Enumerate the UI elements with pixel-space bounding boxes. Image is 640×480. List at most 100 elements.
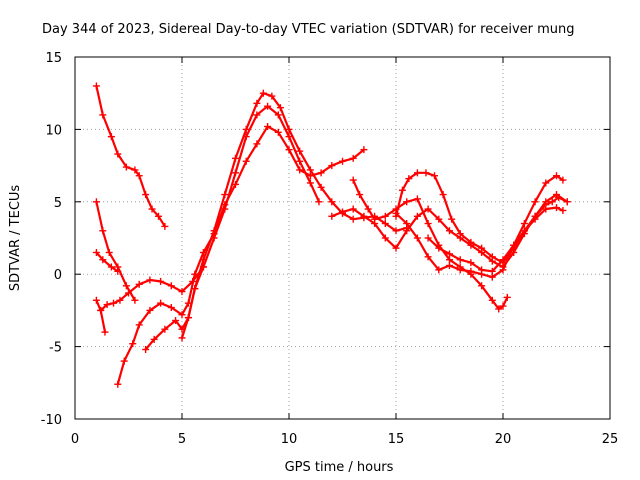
data-point: [296, 166, 304, 174]
data-point: [398, 186, 406, 194]
chart-title: Day 344 of 2023, Sidereal Day-to-day VTE…: [42, 22, 575, 37]
data-point: [503, 293, 511, 301]
data-point: [548, 198, 556, 206]
data-point: [349, 205, 357, 213]
data-point: [264, 123, 272, 131]
data-point: [456, 256, 464, 264]
data-point: [157, 277, 165, 285]
data-point: [356, 191, 364, 199]
data-point: [446, 262, 453, 270]
data-point: [221, 191, 229, 199]
series-s6: [114, 123, 368, 388]
data-point: [392, 209, 400, 217]
data-point: [360, 146, 368, 154]
data-point: [178, 311, 186, 319]
data-point: [328, 212, 336, 220]
data-point: [191, 285, 199, 293]
data-point: [317, 183, 325, 191]
series-s2: [92, 198, 139, 304]
x-axis-label: GPS time / hours: [285, 460, 394, 475]
series-s12: [392, 172, 567, 281]
data-point: [154, 212, 162, 220]
data-point: [116, 296, 124, 304]
x-tick-label: 25: [602, 432, 619, 447]
data-point: [242, 125, 250, 133]
series-s11: [392, 169, 571, 267]
grid-lines: [75, 57, 610, 419]
data-point: [148, 205, 156, 213]
data-point: [403, 198, 411, 206]
data-point: [531, 198, 539, 206]
y-tick-label: 15: [45, 51, 62, 66]
data-point: [232, 154, 239, 162]
data-point: [448, 215, 456, 223]
data-point: [129, 340, 137, 348]
data-point: [146, 276, 154, 284]
data-point: [542, 179, 550, 187]
data-point: [488, 296, 496, 304]
data-point: [161, 325, 169, 333]
series-line: [95, 200, 136, 302]
data-point: [364, 205, 372, 213]
series-s1: [92, 82, 169, 230]
y-tick-label: -10: [41, 413, 62, 428]
data-point: [122, 282, 130, 290]
data-point: [135, 280, 143, 288]
data-point: [167, 304, 175, 312]
data-point: [446, 227, 453, 235]
data-point: [107, 263, 115, 271]
data-point: [157, 299, 165, 307]
series-line: [95, 84, 166, 228]
data-point: [306, 166, 314, 174]
data-point: [125, 289, 132, 297]
x-tick-label: 5: [178, 432, 186, 447]
data-point: [120, 357, 128, 365]
data-point: [520, 220, 528, 228]
y-tick-label: -5: [49, 341, 62, 356]
data-point: [446, 250, 453, 258]
series-s13: [424, 204, 567, 275]
data-point: [478, 244, 486, 252]
data-point: [467, 238, 475, 246]
data-point: [488, 253, 496, 261]
data-point: [531, 215, 539, 223]
data-point: [253, 99, 261, 107]
data-point: [349, 154, 357, 162]
data-point: [317, 169, 325, 177]
data-point: [99, 256, 107, 264]
data-point: [99, 227, 107, 235]
data-point: [92, 198, 100, 206]
data-point: [296, 147, 304, 155]
data-point: [296, 157, 304, 165]
data-point: [413, 212, 421, 220]
data-point: [392, 244, 400, 252]
x-tick-label: 20: [495, 432, 512, 447]
series-line: [427, 206, 565, 273]
data-point: [131, 166, 139, 174]
data-point: [242, 157, 250, 165]
data-point: [510, 241, 518, 249]
data-point: [274, 111, 282, 119]
series-s10: [349, 176, 511, 313]
data-point: [403, 227, 411, 235]
data-point: [276, 104, 284, 112]
data-point: [467, 267, 475, 275]
axis-ticks: [74, 56, 611, 420]
x-tick-label: 0: [71, 432, 79, 447]
y-axis-label: SDTVAR / TECUs: [8, 185, 23, 292]
data-point: [135, 172, 143, 180]
plot-frame: [74, 56, 611, 420]
series-line: [99, 309, 107, 334]
data-point: [381, 234, 389, 242]
data-point: [315, 198, 323, 206]
data-point: [178, 334, 186, 342]
data-point: [221, 205, 229, 213]
data-point: [146, 306, 154, 314]
data-point: [424, 205, 432, 213]
data-point: [488, 267, 496, 275]
data-point: [232, 169, 239, 177]
data-point: [435, 244, 443, 252]
data-point: [103, 301, 111, 309]
data-point: [381, 220, 389, 228]
